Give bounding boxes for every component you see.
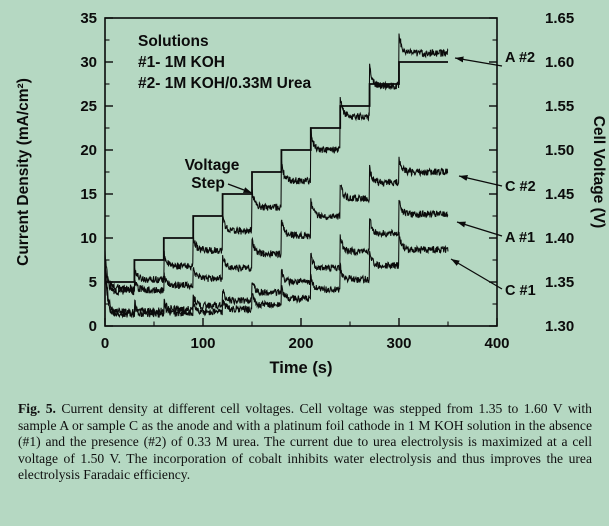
trace-label-a-2: A #2: [505, 50, 535, 66]
current-traces: [104, 33, 449, 323]
x-axis: 0 100 200 300 400 Time (s): [101, 318, 510, 377]
svg-text:10: 10: [80, 230, 97, 247]
left-y-axis: 0 5 10 15 20 25 30 35 Current Density (mA/cm²): [15, 10, 113, 335]
trace-label-c-2: C #2: [505, 179, 536, 195]
chart-canvas: 0 100 200 300 400 Time (s) 0 5 10 15 20 25 30 35 Curre…: [15, 10, 607, 377]
trace-c-1: [104, 231, 449, 323]
figure-5: 0 100 200 300 400 Time (s) 0 5 10 15 20 25 30 35 Curre…: [15, 10, 607, 377]
trace-label-c-1: C #1: [505, 283, 536, 299]
legend: Solutions #1- 1M KOH #2- 1M KOH/0.33M Urea: [138, 33, 312, 92]
trace-annotation-a-1: A #1: [456, 221, 535, 246]
svg-text:1.55: 1.55: [545, 98, 574, 115]
svg-text:1.50: 1.50: [545, 142, 574, 159]
svg-text:1.40: 1.40: [545, 230, 574, 247]
svg-text:0: 0: [89, 318, 97, 335]
figure-caption: Fig. 5. Current density at different cel…: [18, 401, 592, 484]
svg-text:200: 200: [288, 335, 313, 352]
figure-caption-text: Current density at different cell voltag…: [18, 401, 592, 483]
x-axis-title: Time (s): [270, 359, 333, 377]
trace-label-a-1: A #1: [505, 230, 535, 246]
svg-text:15: 15: [80, 186, 97, 203]
right-y-axis: 1.30 1.35 1.40 1.45 1.50 1.55 1.60 1.65 Cell Vol…: [489, 10, 607, 335]
voltage-staircase: [105, 61, 448, 283]
svg-text:1.45: 1.45: [545, 186, 574, 203]
journal-page: 0 100 200 300 400 Time (s) 0 5 10 15 20 25 30 35 Curre…: [15, 10, 607, 484]
left-axis-title: Current Density (mA/cm²): [15, 78, 32, 266]
trace-annotation-a-2: A #2: [454, 50, 535, 67]
svg-text:1.35: 1.35: [545, 274, 574, 291]
svg-text:100: 100: [190, 335, 215, 352]
svg-text:30: 30: [80, 54, 97, 71]
trace-annotation-c-1: C #1: [450, 258, 536, 299]
svg-text:0: 0: [101, 335, 109, 352]
svg-text:5: 5: [89, 274, 97, 291]
trace-c-2: [104, 156, 449, 323]
svg-text:35: 35: [80, 10, 97, 27]
legend-title: Solutions: [138, 33, 209, 50]
svg-text:1.60: 1.60: [545, 54, 574, 71]
trace-a-2: [104, 33, 449, 323]
legend-line-1: #1- 1M KOH: [138, 54, 225, 71]
svg-text:25: 25: [80, 98, 97, 115]
figure-caption-label: Fig. 5.: [18, 401, 56, 416]
legend-line-2: #2- 1M KOH/0.33M Urea: [138, 75, 312, 92]
right-axis-title: Cell Voltage (V): [590, 116, 607, 229]
svg-text:300: 300: [386, 335, 411, 352]
trace-annotation-c-2: C #2: [458, 175, 536, 195]
svg-text:1.30: 1.30: [545, 318, 574, 335]
svg-text:1.65: 1.65: [545, 10, 574, 27]
svg-text:20: 20: [80, 142, 97, 159]
svg-text:Voltage: Voltage: [185, 157, 240, 174]
trace-a-1: [104, 199, 449, 323]
svg-text:400: 400: [484, 335, 509, 352]
svg-text:Step: Step: [191, 175, 225, 192]
